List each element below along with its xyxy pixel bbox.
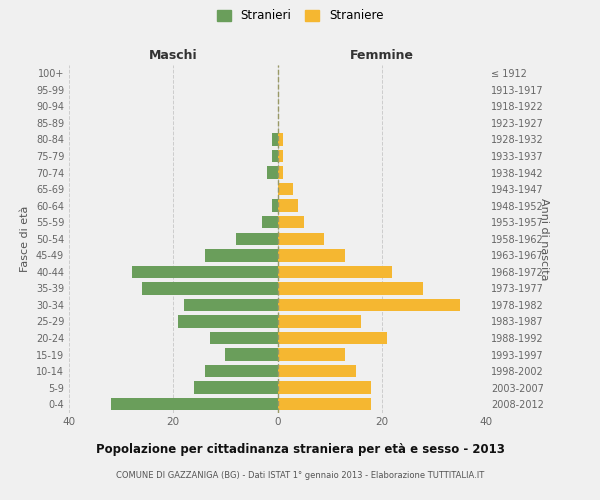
Bar <box>277 316 361 328</box>
Bar <box>277 232 325 245</box>
Bar <box>131 266 277 278</box>
Bar <box>277 200 298 212</box>
Bar <box>277 249 345 262</box>
Bar <box>272 150 277 162</box>
Bar <box>210 332 277 344</box>
Bar <box>277 332 387 344</box>
Bar <box>111 398 277 410</box>
Bar <box>272 200 277 212</box>
Y-axis label: Fasce di età: Fasce di età <box>20 206 30 272</box>
Bar <box>277 166 283 179</box>
Bar <box>262 216 277 228</box>
Bar <box>277 298 460 311</box>
Bar <box>272 134 277 145</box>
Legend: Stranieri, Straniere: Stranieri, Straniere <box>213 6 387 26</box>
Bar <box>277 282 424 294</box>
Text: COMUNE DI GAZZANIGA (BG) - Dati ISTAT 1° gennaio 2013 - Elaborazione TUTTITALIA.: COMUNE DI GAZZANIGA (BG) - Dati ISTAT 1°… <box>116 471 484 480</box>
Text: Popolazione per cittadinanza straniera per età e sesso - 2013: Popolazione per cittadinanza straniera p… <box>95 442 505 456</box>
Bar <box>277 365 356 378</box>
Bar <box>184 298 277 311</box>
Bar <box>194 382 277 394</box>
Bar <box>205 249 277 262</box>
Bar <box>277 266 392 278</box>
Bar <box>277 183 293 196</box>
Bar <box>277 134 283 145</box>
Y-axis label: Anni di nascita: Anni di nascita <box>539 198 549 280</box>
Bar <box>226 348 277 361</box>
Bar <box>178 316 277 328</box>
Bar <box>236 232 277 245</box>
Text: Femmine: Femmine <box>350 48 414 62</box>
Bar <box>277 382 371 394</box>
Bar <box>205 365 277 378</box>
Bar <box>277 398 371 410</box>
Bar <box>277 150 283 162</box>
Text: Maschi: Maschi <box>149 48 197 62</box>
Bar <box>267 166 277 179</box>
Bar <box>277 348 345 361</box>
Bar <box>277 216 304 228</box>
Bar <box>142 282 277 294</box>
